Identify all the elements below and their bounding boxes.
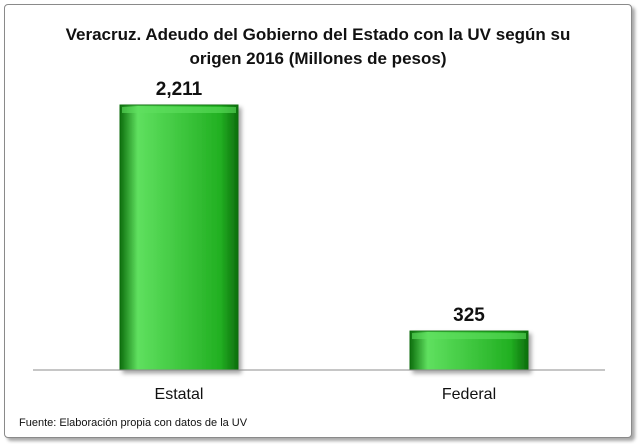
bars-group	[119, 104, 529, 371]
data-label-federal: 325	[453, 305, 485, 326]
bar-estatal	[119, 104, 239, 371]
labels-group: 2,211 Estatal 325 Federal	[155, 79, 497, 403]
category-label-federal: Federal	[442, 386, 496, 403]
bar-chart: 2,211 Estatal 325 Federal	[33, 79, 605, 403]
chart-title: Veracruz. Adeudo del Gobierno del Estado…	[5, 23, 631, 71]
source-note: Fuente: Elaboración propia con datos de …	[19, 417, 248, 429]
bar-highlight-estatal	[122, 107, 236, 113]
category-label-estatal: Estatal	[155, 386, 204, 403]
chart-title-line-2: origen 2016 (Millones de pesos)	[189, 49, 447, 68]
chart-title-line-1: Veracruz. Adeudo del Gobierno del Estado…	[65, 25, 571, 44]
chart-frame: Veracruz. Adeudo del Gobierno del Estado…	[4, 4, 632, 438]
bar-highlight-federal	[412, 333, 526, 340]
data-label-estatal: 2,211	[156, 79, 203, 100]
